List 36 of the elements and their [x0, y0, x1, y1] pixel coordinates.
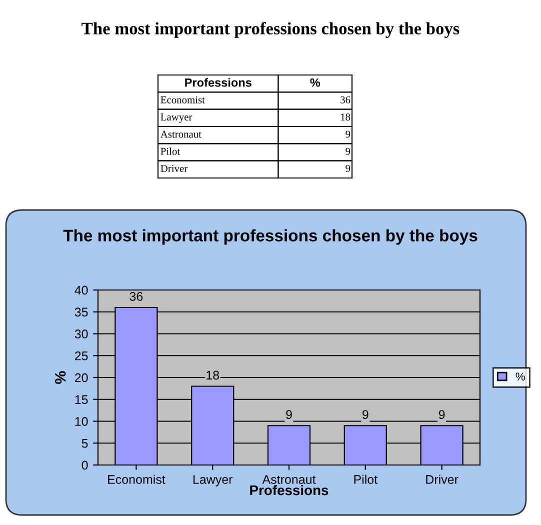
y-tick-label: 35	[74, 308, 88, 317]
data-label: 9	[346, 165, 350, 172]
y-tick-label: 10	[75, 417, 88, 426]
x-tick-label: Lawyer	[193, 475, 233, 486]
legend-label: %	[516, 372, 525, 380]
data-label: 9	[346, 130, 350, 138]
category-label: Pilot	[160, 148, 180, 155]
category-label: Astronaut	[160, 130, 202, 138]
y-tick-label: 20	[75, 373, 88, 382]
y-tick-label: 25	[75, 351, 88, 360]
y-axis-title: %	[55, 371, 66, 384]
category-label: Driver	[160, 165, 188, 172]
data-label: 36	[340, 96, 350, 104]
x-axis-title: Professions	[250, 484, 328, 496]
series-label: %	[310, 78, 320, 87]
text: The most important professions chosen by the boys	[82, 22, 460, 38]
x-tick-label: Astronaut	[262, 475, 316, 484]
y-tick-label: 15	[75, 395, 88, 404]
x-tick-label: Driver	[426, 474, 458, 484]
data-label: 9	[362, 410, 368, 419]
data-label: 9	[286, 410, 292, 419]
data-label: 18	[206, 370, 220, 380]
y-tick-label: 30	[74, 330, 88, 338]
data-label: 9	[438, 410, 445, 419]
y-tick-label: 0	[82, 460, 88, 470]
x-tick-label: Pilot	[354, 474, 378, 484]
chart-title: The most important professions chosen by the boys	[63, 229, 478, 245]
x-tick-label: Economist	[108, 474, 166, 484]
y-tick-label: 5	[82, 439, 88, 448]
text: Professions	[185, 78, 252, 87]
data-label: 36	[130, 292, 143, 301]
y-tick-label: 40	[74, 286, 88, 295]
data-label: 18	[341, 113, 350, 121]
category-label: Economist	[160, 96, 205, 104]
category-label: Lawyer	[160, 114, 192, 123]
data-label: 9	[346, 148, 350, 155]
